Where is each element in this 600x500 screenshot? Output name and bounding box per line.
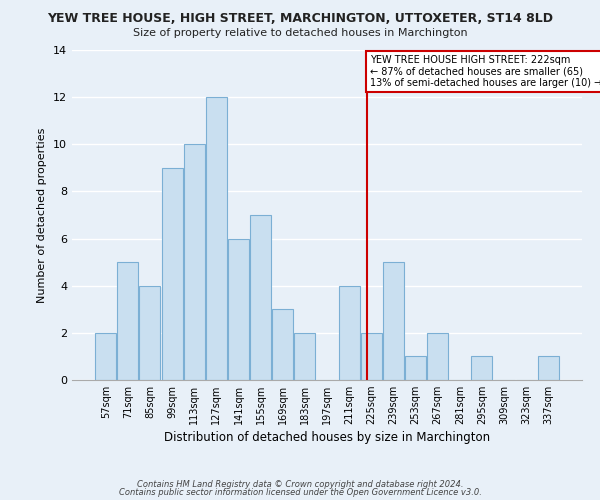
Bar	[427, 333, 448, 380]
Text: YEW TREE HOUSE, HIGH STREET, MARCHINGTON, UTTOXETER, ST14 8LD: YEW TREE HOUSE, HIGH STREET, MARCHINGTON…	[47, 12, 553, 26]
Bar	[206, 97, 227, 380]
Bar	[472, 356, 493, 380]
Text: Contains public sector information licensed under the Open Government Licence v3: Contains public sector information licen…	[119, 488, 481, 497]
Bar	[361, 333, 382, 380]
Bar	[383, 262, 404, 380]
Bar	[161, 168, 182, 380]
Bar	[139, 286, 160, 380]
Bar	[295, 333, 316, 380]
Text: YEW TREE HOUSE HIGH STREET: 222sqm
← 87% of detached houses are smaller (65)
13%: YEW TREE HOUSE HIGH STREET: 222sqm ← 87%…	[370, 54, 600, 88]
Bar	[405, 356, 426, 380]
Y-axis label: Number of detached properties: Number of detached properties	[37, 128, 47, 302]
X-axis label: Distribution of detached houses by size in Marchington: Distribution of detached houses by size …	[164, 432, 490, 444]
Text: Contains HM Land Registry data © Crown copyright and database right 2024.: Contains HM Land Registry data © Crown c…	[137, 480, 463, 489]
Bar	[338, 286, 359, 380]
Bar	[118, 262, 139, 380]
Text: Size of property relative to detached houses in Marchington: Size of property relative to detached ho…	[133, 28, 467, 38]
Bar	[184, 144, 205, 380]
Bar	[250, 215, 271, 380]
Bar	[272, 310, 293, 380]
Bar	[95, 333, 116, 380]
Bar	[538, 356, 559, 380]
Bar	[228, 238, 249, 380]
